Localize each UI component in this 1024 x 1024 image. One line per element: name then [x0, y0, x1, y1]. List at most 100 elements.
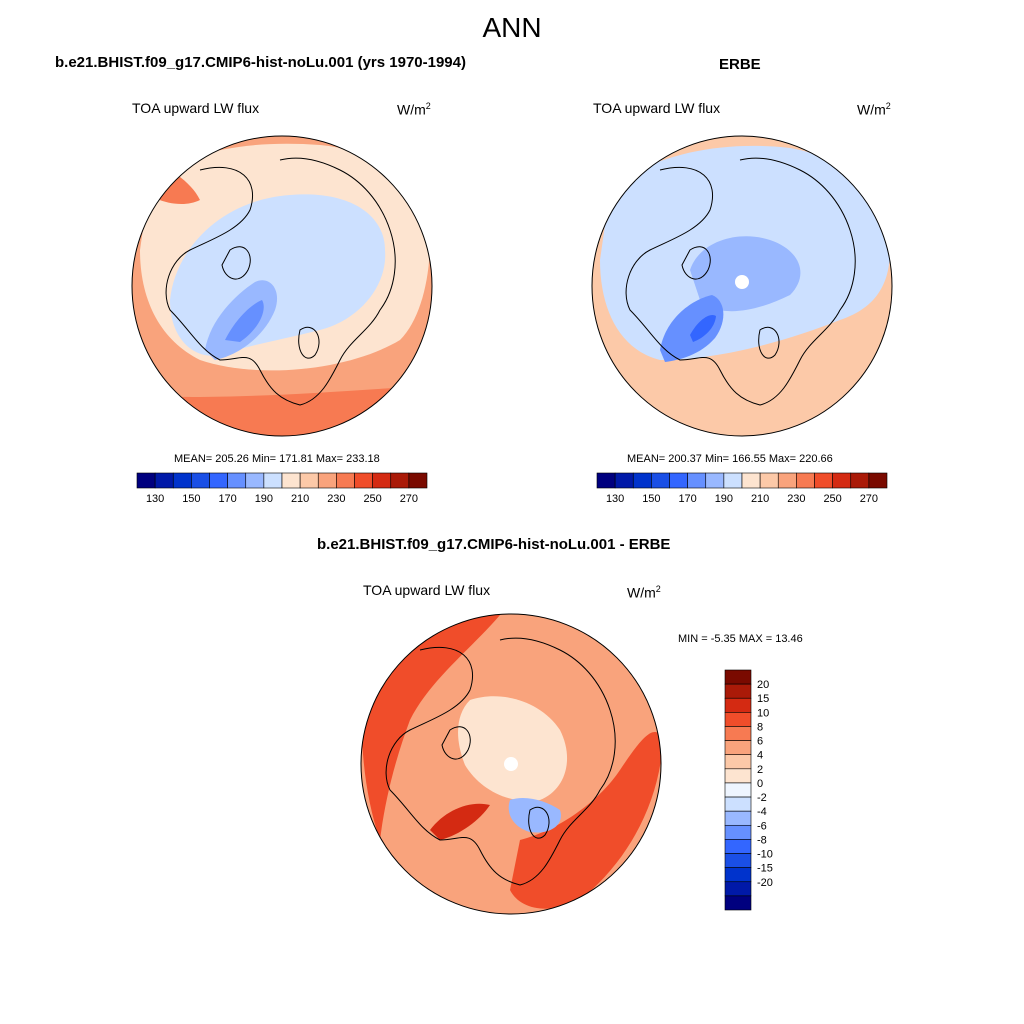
map3-field-greenland-edge	[430, 803, 490, 840]
colorbar1-swatch	[317, 472, 337, 489]
colorbar2-swatch	[687, 472, 707, 489]
colorbar1-swatch	[263, 472, 283, 489]
colorbar2-tick-label: 230	[787, 493, 805, 505]
panel3-stats: MIN = -5.35 MAX = 13.46	[678, 633, 803, 645]
colorbar3-tick-label: -10	[757, 849, 773, 861]
colorbar2-tick-label: 190	[715, 493, 733, 505]
colorbar3-swatch	[724, 740, 752, 756]
colorbar1-tick-label: 190	[255, 493, 273, 505]
colorbar2-tick-label: 270	[860, 493, 878, 505]
colorbar2-tick-label: 150	[642, 493, 660, 505]
colorbar2-swatch	[632, 472, 652, 489]
colorbar3-tick-label: 10	[757, 707, 769, 719]
colorbar2-tick-label: 130	[606, 493, 624, 505]
colorbar3-swatch	[724, 881, 752, 897]
colorbar2-tick-label: 170	[678, 493, 696, 505]
map3-boundary	[360, 613, 662, 915]
colorbar1-swatch	[209, 472, 228, 489]
colorbar3-tick-label: 20	[757, 679, 769, 691]
colorbar1-swatch	[172, 472, 192, 489]
colorbar3-tick-label: 0	[757, 778, 763, 790]
colorbar3-swatch	[724, 768, 752, 784]
colorbar3-tick-label: -15	[757, 863, 773, 875]
colorbar1-swatch	[191, 472, 210, 489]
colorbar1-swatch	[136, 472, 156, 489]
colorbar1-swatch	[408, 472, 428, 489]
colorbar-panel1: 130 150 170 190 210 230 250 270	[136, 472, 428, 505]
colorbar1-swatch	[390, 472, 410, 489]
colorbar2-swatch	[868, 472, 888, 489]
colorbar2-swatch	[669, 472, 688, 489]
colorbar2-swatch	[705, 472, 725, 489]
colorbar2-swatch	[723, 472, 743, 489]
colorbar3-swatch	[724, 839, 752, 854]
colorbar1-tick-label: 270	[400, 493, 418, 505]
map3-field-negative	[508, 798, 561, 833]
map3-field-atlantic	[361, 614, 500, 840]
colorbar2-swatch	[596, 472, 616, 489]
colorbar3-tick-label: 2	[757, 764, 763, 776]
colorbar3-swatch	[724, 669, 752, 685]
colorbar3-swatch	[724, 726, 752, 741]
colorbar2-tick-label: 250	[823, 493, 841, 505]
colorbar3-swatch	[724, 824, 752, 840]
colorbar2-swatch	[796, 472, 815, 489]
colorbar1-tick-label: 210	[291, 493, 309, 505]
map1-field-greenland-core	[225, 300, 264, 342]
panel1-stats: MEAN= 205.26 Min= 171.81 Max= 233.18	[174, 453, 380, 465]
colorbar1-swatch	[154, 472, 174, 489]
colorbar3-tick-label: -8	[757, 834, 767, 846]
colorbar3-tick-label: 8	[757, 721, 763, 733]
panel3-variable-label: TOA upward LW flux	[363, 582, 491, 598]
colorbar1-swatch	[336, 472, 355, 489]
colorbar-panel2: 130 150 170 190 210 230 250 270	[596, 472, 888, 505]
colorbar3-tick-label: -20	[757, 877, 773, 889]
colorbar3-tick-label: 15	[757, 693, 769, 705]
map3-coastlines	[385, 637, 616, 886]
colorbar2-swatch	[814, 472, 833, 489]
colorbar1-swatch	[281, 472, 301, 489]
colorbar1-swatch	[227, 472, 247, 489]
colorbar2-swatch	[850, 472, 870, 489]
map-panel1	[132, 136, 432, 436]
panel2-variable-label: TOA upward LW flux	[593, 100, 721, 116]
map2-field-greenland	[660, 295, 724, 362]
panel1-title: b.e21.BHIST.f09_g17.CMIP6-hist-noLu.001 …	[55, 54, 466, 71]
map2-islands	[681, 246, 780, 359]
panel1-units: W/m2	[397, 101, 431, 118]
map2-boundary	[591, 135, 893, 437]
map3-field-arctic	[458, 696, 568, 801]
figure-title: ANN	[482, 12, 542, 43]
colorbar1-tick-label: 170	[218, 493, 236, 505]
colorbar3-tick-label: 4	[757, 750, 763, 762]
map3-field-eurasia	[510, 731, 661, 909]
colorbar3-swatch	[724, 712, 752, 727]
map-panel2	[592, 136, 892, 436]
colorbar2-swatch	[614, 472, 634, 489]
map1-islands	[221, 246, 320, 359]
colorbar1-swatch	[372, 472, 392, 489]
colorbar3-tick-label: -4	[757, 806, 767, 818]
colorbar2-swatch	[777, 472, 797, 489]
colorbar3-tick-label: 6	[757, 736, 763, 748]
colorbar2-swatch	[741, 472, 761, 489]
colorbar1-tick-label: 130	[146, 493, 164, 505]
colorbar2-tick-label: 210	[751, 493, 769, 505]
map1-boundary	[131, 135, 433, 437]
panel2-units: W/m2	[857, 101, 891, 118]
colorbar3-swatch	[724, 796, 752, 812]
colorbar3-swatch	[724, 697, 752, 713]
colorbar1-swatch	[354, 472, 373, 489]
colorbar2-swatch	[651, 472, 670, 489]
map3-islands	[441, 726, 550, 839]
map2-coastlines	[625, 157, 856, 406]
panel1-variable-label: TOA upward LW flux	[132, 100, 260, 116]
colorbar3-swatch	[724, 853, 752, 868]
colorbar2-swatch	[759, 472, 779, 489]
map2-field-polar	[690, 236, 801, 312]
colorbar1-tick-label: 230	[327, 493, 345, 505]
panel3-units: W/m2	[627, 584, 661, 601]
colorbar1-tick-label: 250	[363, 493, 381, 505]
